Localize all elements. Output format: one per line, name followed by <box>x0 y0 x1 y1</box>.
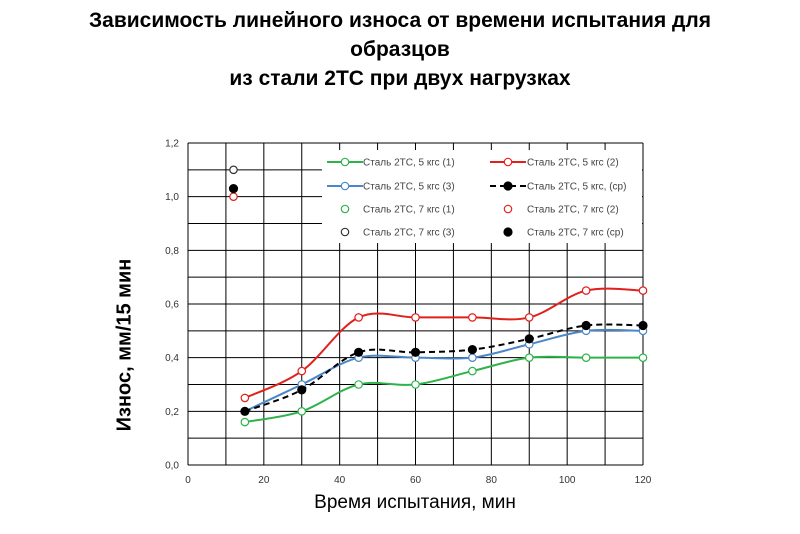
data-point-series-2 <box>354 313 363 322</box>
data-point-series-2 <box>524 313 534 322</box>
data-point-series-3 <box>468 353 477 362</box>
data-point-series-4 <box>467 345 477 355</box>
x-tick-label: 0 <box>185 475 191 486</box>
data-point-series-4 <box>240 406 250 416</box>
legend-marker <box>503 157 513 167</box>
legend-marker <box>503 181 513 191</box>
y-tick-label: 1,0 <box>165 192 179 203</box>
legend-marker <box>340 157 350 167</box>
data-point-series-4 <box>354 347 364 357</box>
data-point-series-1 <box>524 353 534 362</box>
data-point-series-2 <box>297 366 307 376</box>
legend-entry-label: Сталь 2ТС, 5 кгс, (ср) <box>527 182 626 193</box>
data-point-series-4 <box>524 334 534 344</box>
data-point-series-6 <box>229 192 238 201</box>
data-point-series-1 <box>240 417 250 427</box>
chart-title: Зависимость линейного износа от времени … <box>0 6 800 93</box>
legend-entry-label: Сталь 2ТС, 7 кгс (1) <box>363 205 455 216</box>
data-point-series-8 <box>228 184 239 194</box>
data-point-series-1 <box>581 353 591 362</box>
legend-marker <box>503 227 513 237</box>
y-tick-label: 1,2 <box>165 139 179 150</box>
y-tick-label: 0,2 <box>165 407 179 418</box>
title-line-3: из стали 2ТС при двух нагрузках <box>229 67 571 90</box>
legend-marker <box>340 204 350 214</box>
data-point-series-1 <box>638 353 648 362</box>
legend-marker <box>340 181 350 191</box>
data-point-series-4 <box>581 320 591 331</box>
legend-marker <box>340 227 350 237</box>
series-line-3 <box>244 328 644 413</box>
x-tick-label: 60 <box>410 475 422 486</box>
data-point-series-1 <box>411 380 420 389</box>
legend-entry-label: Сталь 2ТС, 7 кгс (ср) <box>527 228 624 239</box>
legend-marker <box>503 204 513 214</box>
title-line-2: образцов <box>350 38 450 61</box>
data-point-series-2 <box>581 286 591 295</box>
data-point-series-1 <box>297 407 307 416</box>
legend-entry-label: Сталь 2ТС, 5 кгс (3) <box>363 182 455 193</box>
legend-entry-label: Сталь 2ТС, 5 кгс (1) <box>363 158 455 169</box>
legend-box <box>322 150 642 243</box>
data-point-series-1 <box>468 366 477 376</box>
data-point-series-2 <box>411 313 420 322</box>
x-tick-label: 120 <box>635 475 652 486</box>
x-tick-label: 20 <box>258 475 270 486</box>
y-tick-label: 0,0 <box>165 461 179 472</box>
x-axis-label: Время испытания, мин <box>314 492 516 513</box>
x-tick-label: 100 <box>559 475 576 486</box>
y-tick-label: 0,4 <box>165 353 179 364</box>
series-line-4 <box>244 323 644 413</box>
data-point-series-2 <box>638 286 648 295</box>
legend-entry-label: Сталь 2ТС, 5 кгс (2) <box>527 158 619 169</box>
data-point-series-2 <box>240 393 250 403</box>
series-line-2 <box>244 287 644 399</box>
legend-entry-label: Сталь 2ТС, 7 кгс (2) <box>527 205 619 216</box>
data-point-series-1 <box>354 380 363 389</box>
data-point-series-4 <box>297 385 307 395</box>
y-tick-label: 0,8 <box>165 246 179 257</box>
y-axis-label: Износ, мм/15 мин <box>113 258 136 432</box>
data-point-series-2 <box>468 313 477 322</box>
data-point-series-4 <box>410 347 421 357</box>
legend-entry-label: Сталь 2ТС, 7 кгс (3) <box>363 228 455 239</box>
title-line-1: Зависимость линейного износа от времени … <box>89 9 711 32</box>
data-point-series-4 <box>638 320 648 331</box>
x-tick-label: 80 <box>486 475 498 486</box>
data-point-series-7 <box>229 165 238 175</box>
x-tick-label: 40 <box>334 475 346 486</box>
y-tick-label: 0,6 <box>165 300 179 311</box>
series-line-1 <box>244 355 643 424</box>
